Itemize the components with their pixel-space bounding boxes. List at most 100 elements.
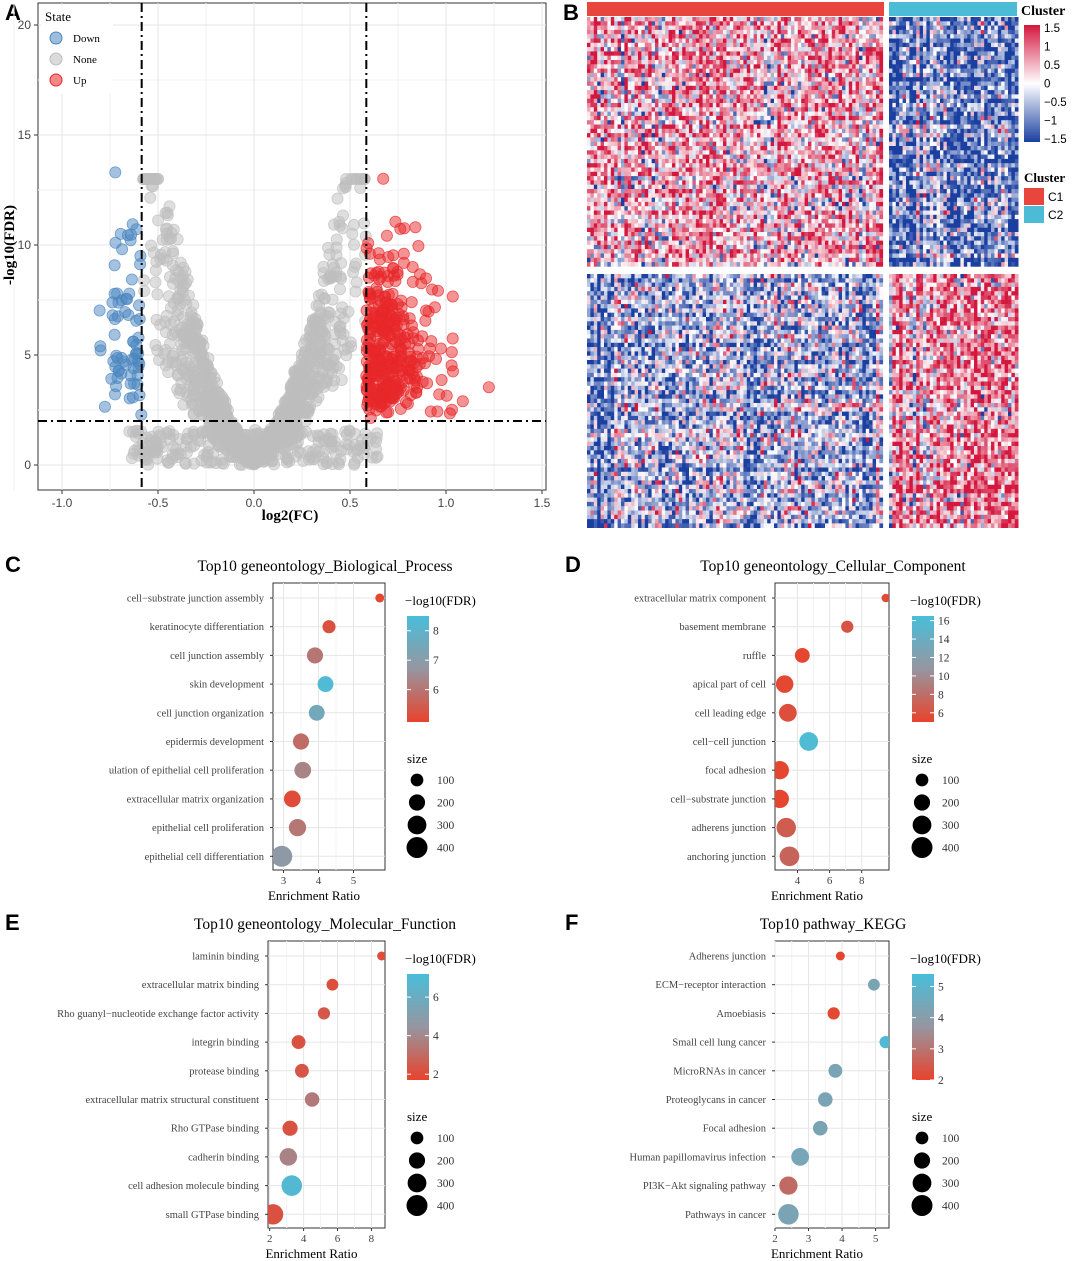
heatmap-cell — [611, 69, 615, 74]
heatmap-cell — [805, 142, 809, 147]
heatmap-cell — [682, 30, 686, 35]
heatmap-cell — [628, 116, 632, 121]
heatmap-cell — [635, 60, 639, 65]
heatmap-cell — [597, 69, 601, 74]
heatmap-cell — [679, 129, 683, 134]
volcano-point — [378, 389, 389, 400]
heatmap-cell — [669, 17, 673, 22]
heatmap-cell — [764, 129, 768, 134]
heatmap-cell — [686, 43, 690, 48]
heatmap-cell — [587, 107, 591, 112]
heatmap-cell — [635, 112, 639, 117]
heatmap-cell — [777, 43, 781, 48]
heatmap-cell — [876, 73, 880, 78]
heatmap-cell — [594, 17, 598, 22]
heatmap-cell — [740, 116, 744, 121]
heatmap-cell — [594, 129, 598, 134]
heatmap-cell — [818, 112, 822, 117]
heatmap-cell — [716, 116, 720, 121]
heatmap-cell — [818, 21, 822, 26]
heatmap-cell — [679, 103, 683, 108]
heatmap-cell — [607, 64, 611, 69]
heatmap-cell — [716, 90, 720, 95]
heatmap-cell — [859, 137, 863, 142]
heatmap-cell — [733, 103, 737, 108]
volcano-point — [252, 428, 263, 439]
heatmap-cell — [818, 64, 822, 69]
heatmap-cell — [852, 77, 856, 82]
heatmap-cell — [808, 30, 812, 35]
heatmap-cell — [726, 107, 730, 112]
volcano-point — [411, 351, 422, 362]
heatmap-cell — [675, 116, 679, 121]
heatmap-cell — [696, 133, 700, 138]
heatmap-cell — [832, 142, 836, 147]
heatmap-cell — [839, 107, 843, 112]
heatmap-cell — [760, 137, 764, 142]
heatmap-cell — [784, 60, 788, 65]
heatmap-cell — [815, 21, 819, 26]
heatmap-cell — [716, 82, 720, 87]
heatmap-cell — [835, 133, 839, 138]
heatmap-cell — [601, 99, 605, 104]
heatmap-cell — [645, 86, 649, 91]
heatmap-cell — [720, 69, 724, 74]
heatmap-cell — [652, 17, 656, 22]
heatmap-cell — [672, 17, 676, 22]
heatmap-cell — [781, 107, 785, 112]
heatmap-cell — [590, 112, 594, 117]
heatmap-cell — [614, 64, 618, 69]
heatmap-cell — [845, 86, 849, 91]
heatmap-cell — [835, 103, 839, 108]
heatmap-cell — [720, 34, 724, 39]
heatmap-cell — [842, 137, 846, 142]
heatmap-cell — [624, 133, 628, 138]
heatmap-cell — [839, 21, 843, 26]
heatmap-cell — [794, 69, 798, 74]
heatmap-cell — [733, 69, 737, 74]
heatmap-cell — [686, 137, 690, 142]
heatmap-cell — [621, 26, 625, 31]
heatmap-cell — [784, 116, 788, 121]
heatmap-cell — [845, 107, 849, 112]
heatmap-cell — [825, 51, 829, 56]
heatmap-cell — [658, 116, 662, 121]
heatmap-cell — [662, 47, 666, 52]
heatmap-cell — [767, 47, 771, 52]
volcano-point — [371, 343, 382, 354]
heatmap-cell — [638, 64, 642, 69]
heatmap-cell — [696, 94, 700, 99]
heatmap-cell — [611, 77, 615, 82]
heatmap-cell — [798, 30, 802, 35]
heatmap-cell — [862, 133, 866, 138]
heatmap-cell — [879, 21, 883, 26]
heatmap-cell — [648, 137, 652, 142]
heatmap-cell — [801, 30, 805, 35]
heatmap-cell — [869, 21, 873, 26]
heatmap-cell — [798, 120, 802, 125]
heatmap-cell — [641, 133, 645, 138]
heatmap-cell — [669, 137, 673, 142]
heatmap-cell — [845, 125, 849, 130]
heatmap-cell — [607, 142, 611, 147]
heatmap-cell — [665, 90, 669, 95]
heatmap-cell — [614, 107, 618, 112]
heatmap-cell — [822, 146, 826, 151]
heatmap-cell — [873, 60, 877, 65]
heatmap-cell — [798, 94, 802, 99]
heatmap-cell — [859, 43, 863, 48]
heatmap-cell — [808, 112, 812, 117]
heatmap-cell — [648, 34, 652, 39]
heatmap-cell — [706, 77, 710, 82]
heatmap-cell — [815, 43, 819, 48]
heatmap-cell — [716, 64, 720, 69]
heatmap-cell — [597, 150, 601, 155]
heatmap-cell — [665, 73, 669, 78]
heatmap-cell — [713, 107, 717, 112]
heatmap-cell — [601, 112, 605, 117]
heatmap-cell — [594, 64, 598, 69]
heatmap-cell — [750, 82, 754, 87]
heatmap-cell — [788, 34, 792, 39]
heatmap-cell — [733, 120, 737, 125]
heatmap-cell — [791, 99, 795, 104]
